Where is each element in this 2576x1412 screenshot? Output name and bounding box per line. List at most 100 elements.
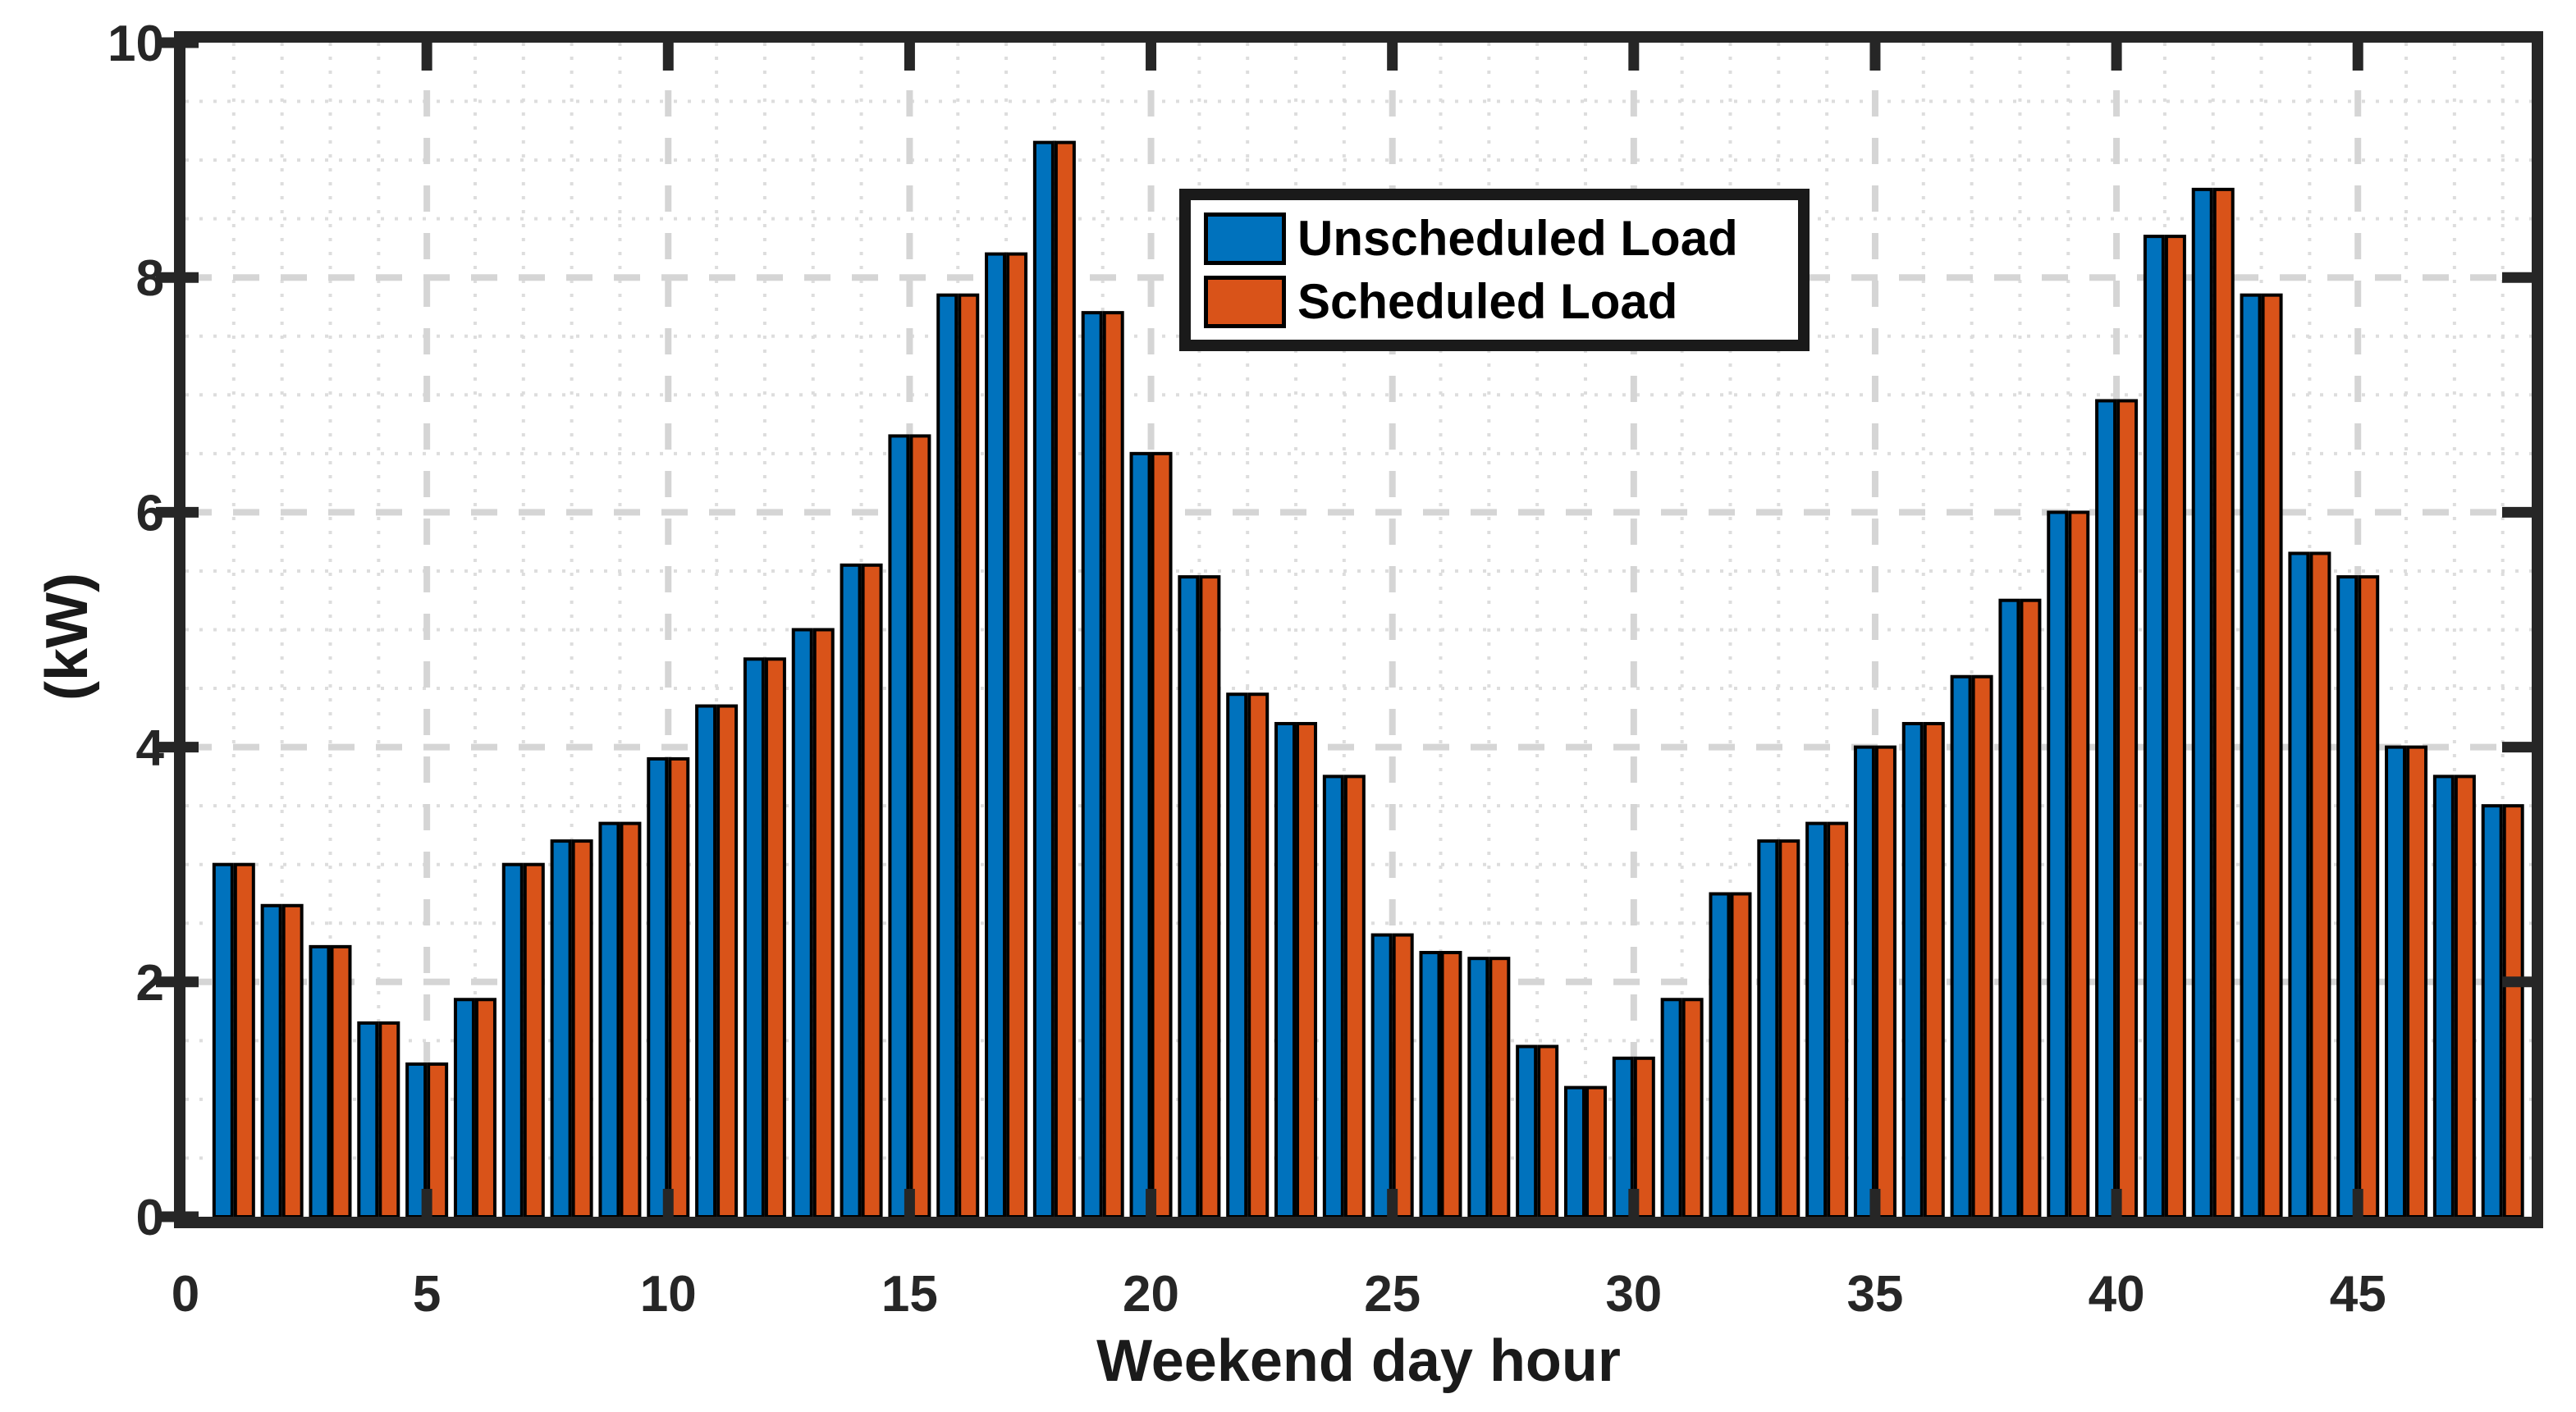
bar-unscheduled-hour-32 xyxy=(1709,892,1731,1218)
bar-unscheduled-hour-44 xyxy=(2288,551,2310,1218)
x-axis-title: Weekend day hour xyxy=(1096,1328,1621,1394)
x-tick-label: 30 xyxy=(1605,1266,1662,1323)
bar-unscheduled-hour-8 xyxy=(550,839,572,1218)
bar-scheduled-hour-25 xyxy=(1392,933,1414,1219)
bar-unscheduled-hour-7 xyxy=(501,862,524,1218)
bar-scheduled-hour-39 xyxy=(2068,510,2090,1218)
bar-scheduled-hour-43 xyxy=(2261,293,2283,1218)
bar-scheduled-hour-33 xyxy=(1778,839,1800,1218)
bar-scheduled-hour-18 xyxy=(1054,140,1076,1218)
bar-unscheduled-hour-23 xyxy=(1274,721,1297,1218)
bar-unscheduled-hour-27 xyxy=(1467,957,1489,1219)
bar-scheduled-hour-12 xyxy=(764,657,786,1218)
bar-unscheduled-hour-46 xyxy=(2385,745,2407,1218)
bar-scheduled-hour-38 xyxy=(2020,598,2042,1218)
bar-scheduled-hour-3 xyxy=(330,944,352,1218)
x-tick-label: 35 xyxy=(1846,1266,1903,1323)
x-tick-label: 0 xyxy=(172,1266,199,1323)
bar-unscheduled-hour-6 xyxy=(453,998,475,1218)
bar-unscheduled-hour-3 xyxy=(309,944,331,1218)
bar-unscheduled-hour-43 xyxy=(2240,293,2262,1218)
bar-unscheduled-hour-25 xyxy=(1370,933,1393,1219)
y-tick-label: 8 xyxy=(136,250,164,307)
bar-scheduled-hour-7 xyxy=(523,862,545,1218)
bar-scheduled-hour-28 xyxy=(1537,1044,1559,1218)
bar-scheduled-hour-32 xyxy=(1730,892,1752,1218)
x-tick-label: 10 xyxy=(640,1266,697,1323)
legend-swatch-scheduled-icon xyxy=(1204,275,1286,328)
bar-scheduled-hour-45 xyxy=(2358,575,2380,1218)
bar-unscheduled-hour-45 xyxy=(2336,575,2359,1218)
bar-scheduled-hour-27 xyxy=(1489,957,1511,1219)
y-tick-label: 10 xyxy=(108,16,164,72)
bar-unscheduled-hour-19 xyxy=(1081,311,1103,1218)
y-tick-label: 6 xyxy=(136,485,164,541)
bar-scheduled-hour-19 xyxy=(1102,311,1124,1218)
bar-unscheduled-hour-24 xyxy=(1322,775,1344,1218)
bar-scheduled-hour-14 xyxy=(861,563,883,1218)
bar-scheduled-hour-20 xyxy=(1151,451,1173,1218)
x-tick-label: 25 xyxy=(1364,1266,1421,1323)
bar-scheduled-hour-40 xyxy=(2116,399,2139,1218)
legend-label-unscheduled: Unscheduled Load xyxy=(1297,210,1738,266)
bar-scheduled-hour-26 xyxy=(1440,951,1462,1219)
bar-unscheduled-hour-28 xyxy=(1516,1044,1538,1218)
bar-unscheduled-hour-29 xyxy=(1563,1085,1585,1218)
legend-item-scheduled: Scheduled Load xyxy=(1204,273,1785,329)
bar-unscheduled-hour-36 xyxy=(1901,721,1924,1218)
bar-scheduled-hour-29 xyxy=(1585,1085,1607,1218)
legend-swatch-unscheduled-icon xyxy=(1204,212,1286,265)
axes-border xyxy=(174,31,2543,1228)
bar-unscheduled-hour-26 xyxy=(1419,951,1441,1219)
bar-unscheduled-hour-2 xyxy=(260,903,282,1219)
bar-scheduled-hour-13 xyxy=(812,628,835,1218)
x-tick-label: 40 xyxy=(2089,1266,2145,1323)
bar-scheduled-hour-4 xyxy=(378,1021,400,1219)
bar-unscheduled-hour-16 xyxy=(936,293,959,1218)
bar-unscheduled-hour-21 xyxy=(1178,575,1200,1218)
legend-label-scheduled: Scheduled Load xyxy=(1297,273,1678,329)
bar-scheduled-hour-17 xyxy=(1006,252,1028,1219)
bar-unscheduled-hour-11 xyxy=(695,704,717,1218)
bar-scheduled-hour-34 xyxy=(1827,821,1849,1218)
x-tick-label: 15 xyxy=(881,1266,938,1323)
bar-scheduled-hour-35 xyxy=(1874,745,1897,1218)
bar-scheduled-hour-15 xyxy=(909,434,931,1218)
bar-unscheduled-hour-35 xyxy=(1853,745,1875,1218)
bar-scheduled-hour-24 xyxy=(1343,775,1366,1218)
bar-unscheduled-hour-34 xyxy=(1805,821,1828,1218)
bar-scheduled-hour-37 xyxy=(1971,674,1993,1218)
bar-scheduled-hour-31 xyxy=(1681,998,1704,1218)
legend: Unscheduled Load Scheduled Load xyxy=(1179,189,1810,351)
y-tick-label: 2 xyxy=(136,955,164,1012)
bar-scheduled-hour-21 xyxy=(1199,575,1221,1218)
bar-unscheduled-hour-4 xyxy=(357,1021,379,1219)
legend-item-unscheduled: Unscheduled Load xyxy=(1204,212,1785,265)
bar-unscheduled-hour-1 xyxy=(212,862,234,1218)
bar-scheduled-hour-22 xyxy=(1247,692,1270,1218)
bar-scheduled-hour-47 xyxy=(2454,775,2476,1218)
bar-unscheduled-hour-9 xyxy=(598,821,620,1218)
bar-unscheduled-hour-41 xyxy=(2143,235,2165,1218)
y-tick-label: 4 xyxy=(136,720,165,777)
bar-scheduled-hour-44 xyxy=(2309,551,2331,1218)
bar-scheduled-hour-2 xyxy=(281,903,304,1219)
bar-unscheduled-hour-39 xyxy=(2047,510,2069,1218)
bar-unscheduled-hour-20 xyxy=(1129,451,1151,1218)
bar-unscheduled-hour-42 xyxy=(2191,187,2213,1218)
bar-unscheduled-hour-37 xyxy=(1950,674,1972,1218)
bar-scheduled-hour-9 xyxy=(620,821,642,1218)
bar-unscheduled-hour-10 xyxy=(647,756,669,1218)
bar-scheduled-hour-46 xyxy=(2406,745,2428,1218)
bar-unscheduled-hour-48 xyxy=(2481,804,2503,1219)
x-tick-label: 20 xyxy=(1123,1266,1179,1323)
bar-unscheduled-hour-15 xyxy=(888,434,910,1218)
bar-unscheduled-hour-13 xyxy=(791,628,813,1218)
bar-scheduled-hour-10 xyxy=(668,756,690,1218)
bar-unscheduled-hour-14 xyxy=(840,563,862,1218)
bar-unscheduled-hour-31 xyxy=(1660,998,1682,1218)
bar-scheduled-hour-36 xyxy=(1923,721,1945,1218)
y-tick-label: 0 xyxy=(136,1190,164,1246)
